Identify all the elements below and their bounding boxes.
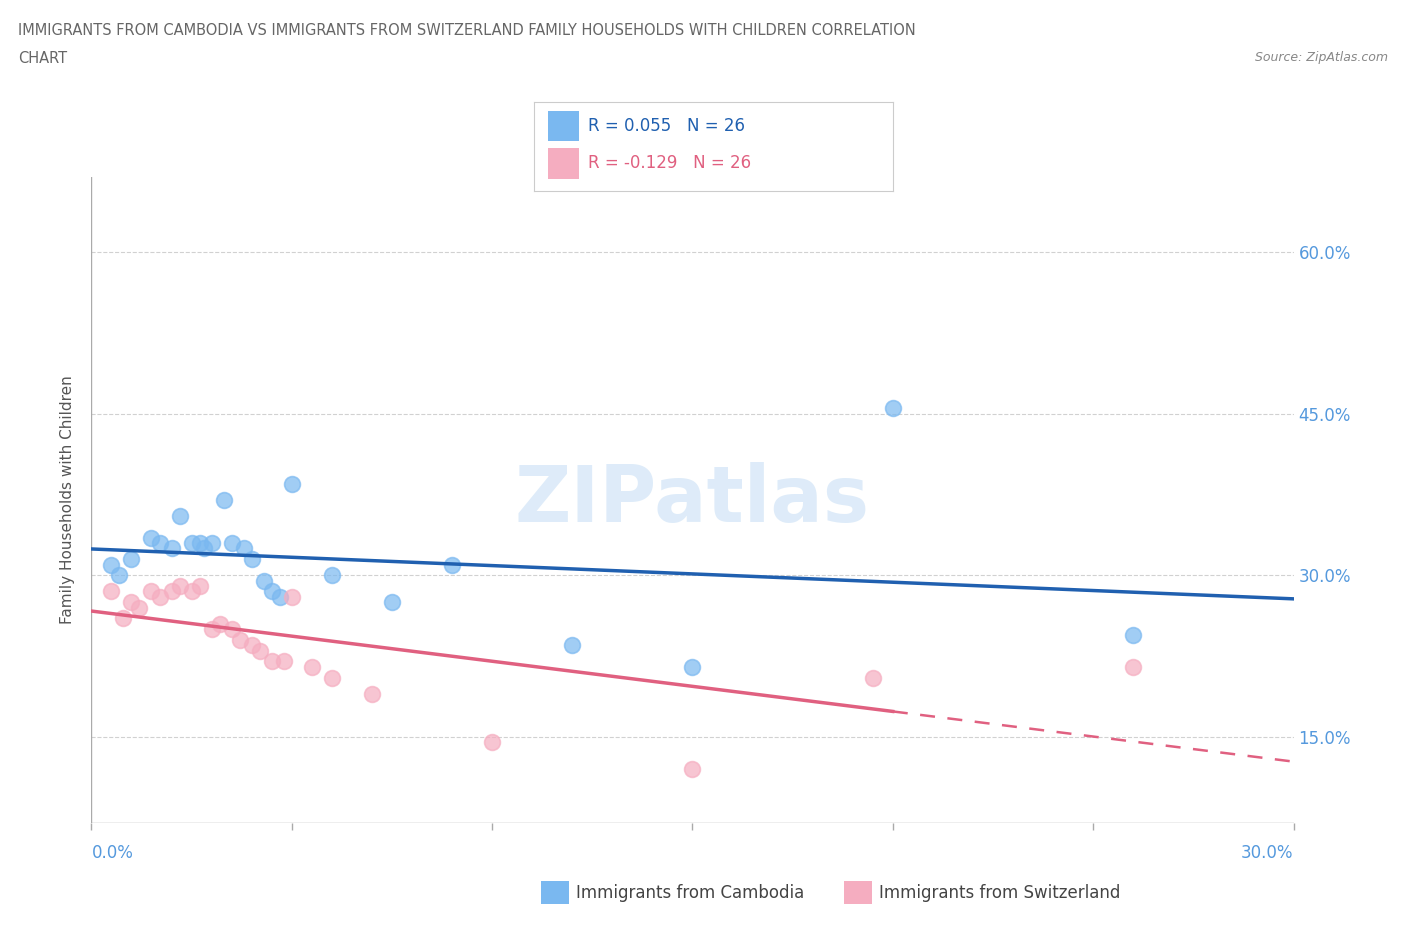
Text: R = -0.129   N = 26: R = -0.129 N = 26 [588, 153, 751, 172]
Point [260, 654, 283, 669]
Point [208, 617, 231, 631]
Point [281, 476, 304, 491]
Point [108, 568, 131, 583]
Point [381, 595, 404, 610]
Point [228, 632, 250, 647]
Point [160, 541, 183, 556]
Text: ZIPatlas: ZIPatlas [515, 462, 870, 538]
Point [128, 600, 150, 615]
Point [201, 536, 224, 551]
Text: Immigrants from Cambodia: Immigrants from Cambodia [576, 884, 804, 902]
Point [249, 644, 271, 658]
Text: CHART: CHART [18, 51, 67, 66]
Text: Immigrants from Switzerland: Immigrants from Switzerland [879, 884, 1121, 902]
Text: IMMIGRANTS FROM CAMBODIA VS IMMIGRANTS FROM SWITZERLAND FAMILY HOUSEHOLDS WITH C: IMMIGRANTS FROM CAMBODIA VS IMMIGRANTS F… [18, 23, 917, 38]
Point [681, 762, 703, 777]
Text: R = 0.055   N = 26: R = 0.055 N = 26 [588, 116, 745, 135]
Point [440, 557, 463, 572]
Point [1122, 659, 1144, 674]
Point [260, 584, 283, 599]
Text: Source: ZipAtlas.com: Source: ZipAtlas.com [1254, 51, 1388, 64]
Point [681, 659, 703, 674]
Point [360, 686, 382, 701]
Point [188, 536, 211, 551]
Point [141, 584, 163, 599]
Point [141, 530, 163, 545]
Point [100, 584, 122, 599]
Point [301, 659, 323, 674]
Point [882, 401, 904, 416]
Point [269, 590, 291, 604]
Point [481, 735, 503, 750]
Point [240, 638, 263, 653]
Point [188, 578, 211, 593]
Point [193, 541, 215, 556]
Point [1122, 627, 1144, 642]
Y-axis label: Family Households with Children: Family Households with Children [60, 376, 76, 624]
Point [180, 584, 202, 599]
Point [561, 638, 583, 653]
Point [180, 536, 202, 551]
Point [321, 568, 343, 583]
Point [148, 590, 170, 604]
Point [201, 622, 224, 637]
Point [160, 584, 183, 599]
Point [169, 578, 191, 593]
Point [221, 536, 243, 551]
Point [253, 573, 276, 588]
Point [862, 671, 884, 685]
Point [148, 536, 170, 551]
Point [169, 509, 191, 524]
Point [212, 493, 235, 508]
Point [112, 611, 135, 626]
Point [281, 590, 304, 604]
Text: 30.0%: 30.0% [1241, 844, 1294, 862]
Point [100, 557, 122, 572]
Point [240, 551, 263, 566]
Point [273, 654, 295, 669]
Point [121, 595, 143, 610]
Point [121, 551, 143, 566]
Point [221, 622, 243, 637]
Point [321, 671, 343, 685]
Text: 0.0%: 0.0% [91, 844, 134, 862]
Point [232, 541, 254, 556]
